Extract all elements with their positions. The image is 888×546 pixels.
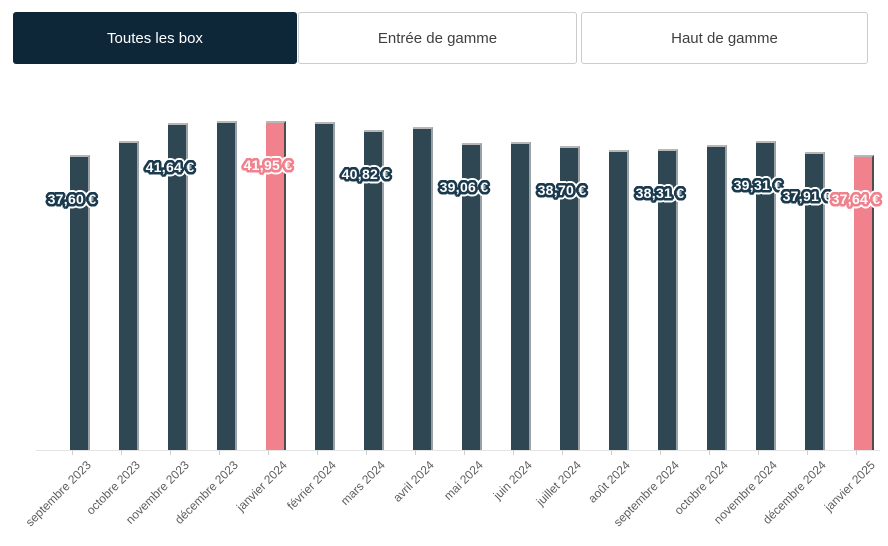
bar-janvier-2024[interactable]	[266, 121, 286, 450]
bar-septembre-2024[interactable]	[658, 149, 678, 450]
axis-tick	[170, 450, 171, 455]
axis-tick	[513, 450, 514, 455]
axis-tick	[709, 450, 710, 455]
x-axis-label-janvier-2024: janvier 2024	[233, 458, 290, 515]
axis-tick	[758, 450, 759, 455]
axis-tick	[562, 450, 563, 455]
bar-octobre-2024[interactable]	[707, 145, 727, 450]
tab-label: Entrée de gamme	[377, 29, 498, 47]
bar-novembre-2024[interactable]	[756, 141, 776, 450]
axis-tick	[366, 450, 367, 455]
value-label-novembre-2024: 39,31 €	[733, 177, 783, 193]
value-label-decembre-2024: 37,91 €	[782, 188, 832, 204]
bar-aout-2024[interactable]	[609, 150, 629, 450]
bar-fevrier-2024[interactable]	[315, 122, 335, 450]
axis-tick	[415, 450, 416, 455]
bar-juin-2024[interactable]	[511, 142, 531, 450]
axis-tick	[464, 450, 465, 455]
value-label-septembre-2023: 37,60 €	[47, 191, 97, 207]
x-axis-label-aout-2024: août 2024	[585, 458, 633, 506]
axis-tick	[72, 450, 73, 455]
value-label-septembre-2024: 38,31 €	[635, 185, 685, 201]
tab-bar: Toutes les box Entrée de gamme Haut de g…	[13, 12, 868, 64]
x-axis-label-juin-2024: juin 2024	[490, 458, 535, 503]
x-axis-label-mai-2024: mai 2024	[441, 458, 486, 503]
tab-toutes-les-box[interactable]: Toutes les box	[13, 12, 297, 64]
value-label-juillet-2024: 38,70 €	[537, 182, 587, 198]
x-axis-label-fevrier-2024: février 2024	[284, 458, 339, 513]
axis-tick	[219, 450, 220, 455]
value-label-mars-2024: 40,82 €	[341, 166, 391, 182]
value-label-janvier-2025: 37,64 €	[831, 191, 881, 207]
axis-tick	[268, 450, 269, 455]
value-label-janvier-2024: 41,95 €	[243, 157, 293, 173]
x-axis-line	[36, 450, 880, 451]
value-label-novembre-2023: 41,64 €	[145, 159, 195, 175]
axis-tick	[121, 450, 122, 455]
axis-tick	[317, 450, 318, 455]
x-axis-label-mars-2024: mars 2024	[337, 458, 388, 508]
bar-janvier-2025[interactable]	[854, 155, 874, 450]
bar-novembre-2023[interactable]	[168, 123, 188, 450]
axis-tick	[660, 450, 661, 455]
axis-tick	[856, 450, 857, 455]
bar-avril-2024[interactable]	[413, 127, 433, 450]
axis-tick	[611, 450, 612, 455]
value-label-mai-2024: 39,06 €	[439, 179, 489, 195]
bar-juillet-2024[interactable]	[560, 146, 580, 450]
bar-decembre-2024[interactable]	[805, 152, 825, 450]
bar-septembre-2023[interactable]	[70, 155, 90, 450]
x-axis-label-juillet-2024: juillet 2024	[533, 458, 584, 509]
x-axis-label-janvier-2025: janvier 2025	[821, 458, 878, 515]
tab-entree-de-gamme[interactable]: Entrée de gamme	[298, 12, 577, 64]
bar-mars-2024[interactable]	[364, 130, 384, 450]
tab-label: Haut de gamme	[671, 29, 778, 47]
axis-tick	[807, 450, 808, 455]
bar-octobre-2023[interactable]	[119, 141, 139, 450]
x-axis-label-septembre-2023: septembre 2023	[22, 458, 94, 530]
tab-label: Toutes les box	[107, 29, 203, 47]
bar-mai-2024[interactable]	[462, 143, 482, 450]
tab-haut-de-gamme[interactable]: Haut de gamme	[581, 12, 868, 64]
bar-decembre-2023[interactable]	[217, 121, 237, 450]
x-axis-label-avril-2024: avril 2024	[390, 458, 437, 505]
